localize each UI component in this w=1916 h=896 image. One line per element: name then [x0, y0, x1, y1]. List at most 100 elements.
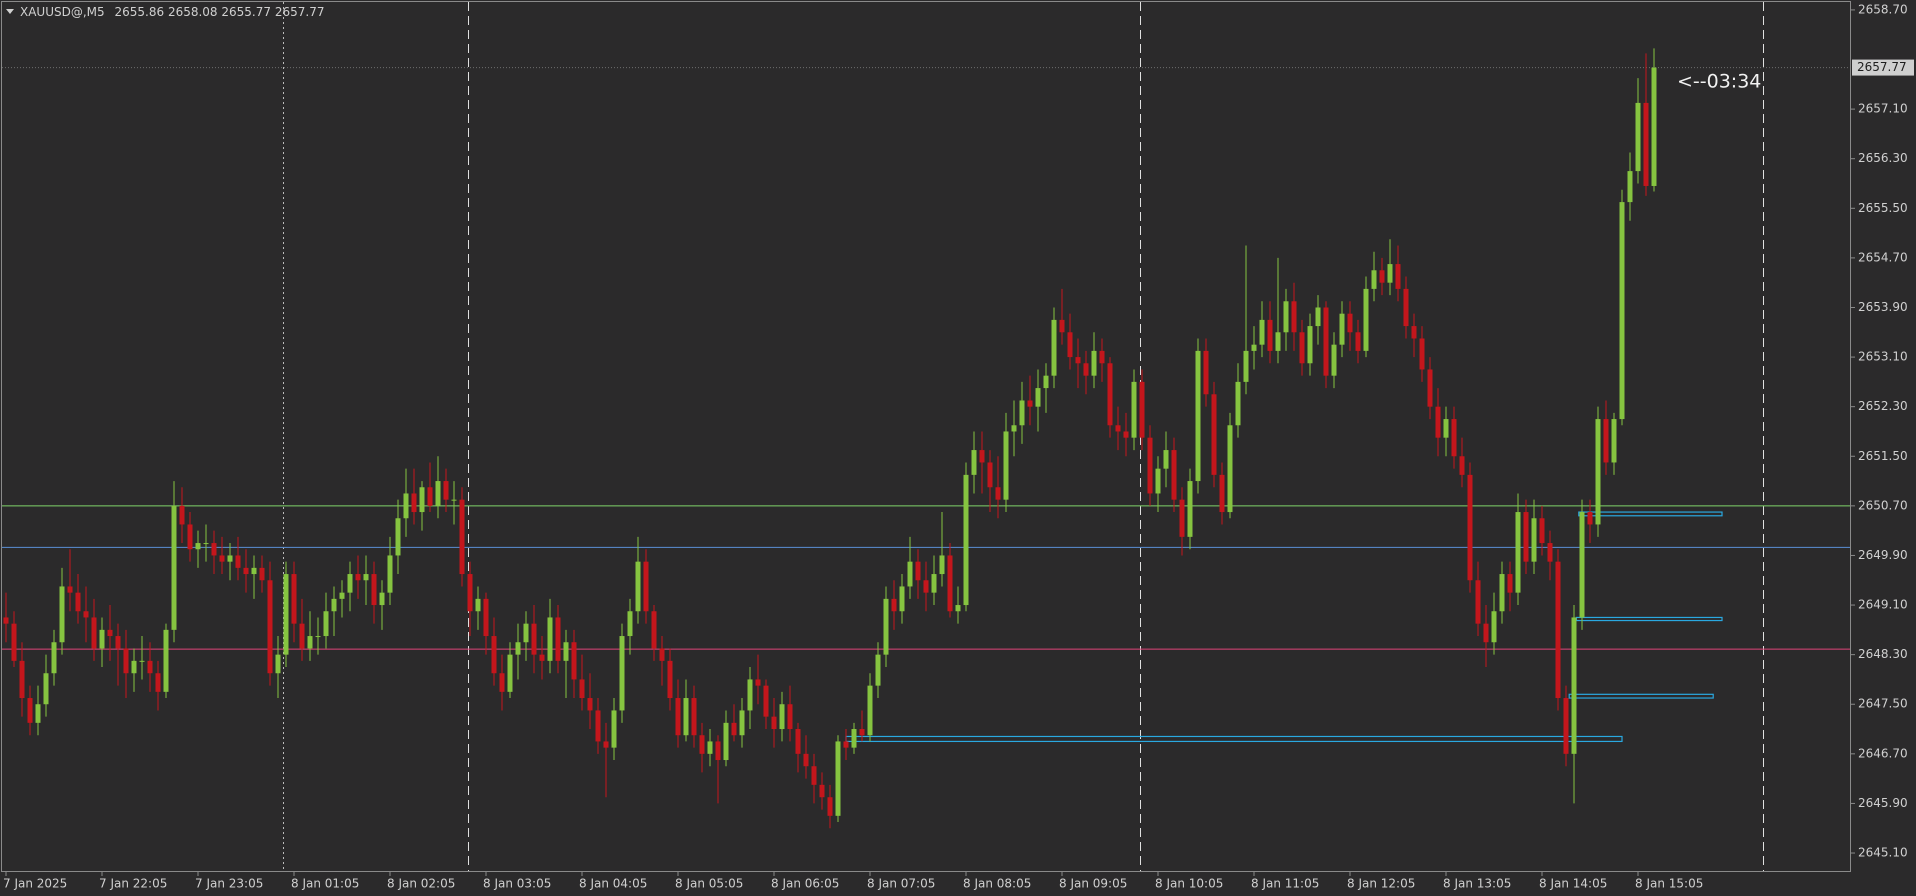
candle-body: [171, 505, 177, 630]
x-tick-label: 8 Jan 06:05: [771, 877, 839, 891]
candle-body: [1219, 474, 1225, 513]
candle-body: [115, 636, 121, 649]
candle-body: [91, 617, 97, 649]
candle-body: [219, 555, 225, 562]
x-tick-label: 8 Jan 14:05: [1539, 877, 1607, 891]
candle-body: [987, 462, 993, 488]
candle-body: [1323, 307, 1329, 376]
candle-body: [739, 710, 745, 736]
candle-body: [155, 673, 161, 692]
candle-body: [147, 660, 153, 674]
y-tick-label: 2653.10: [1858, 350, 1908, 364]
candle-body: [659, 648, 665, 661]
x-tick-label: 7 Jan 23:05: [195, 877, 263, 891]
candle-body: [1539, 518, 1545, 544]
candle-body: [483, 598, 489, 637]
high: 2658.08: [168, 5, 218, 19]
candle-body: [331, 598, 337, 612]
x-tick-label: 8 Jan 05:05: [675, 877, 743, 891]
candle-body: [915, 561, 921, 581]
candle-body: [283, 574, 289, 655]
candle-body: [499, 673, 505, 692]
symbol: XAUUSD@,M5: [20, 5, 105, 19]
candle-body: [1211, 394, 1217, 475]
candle-body: [107, 629, 113, 637]
candle-body: [323, 611, 329, 637]
candle-body: [803, 753, 809, 767]
candle-body: [195, 543, 201, 550]
candle-body: [1091, 350, 1097, 376]
candle-body: [187, 524, 193, 550]
candle-body: [211, 543, 217, 556]
candle-body: [347, 574, 353, 593]
candle-body: [315, 636, 321, 638]
candle-body: [1307, 326, 1313, 364]
candle-body: [163, 629, 169, 692]
candle-body: [1299, 332, 1305, 364]
x-tick-label: 8 Jan 07:05: [867, 877, 935, 891]
candle-body: [99, 629, 105, 649]
candle-body: [667, 660, 673, 699]
plot-frame: [1, 1, 1851, 872]
candle-body: [1499, 574, 1505, 612]
candle-body: [1379, 270, 1385, 283]
y-tick-label: 2651.50: [1858, 449, 1908, 463]
y-tick-label: 2653.90: [1858, 300, 1908, 314]
candle-body: [1331, 344, 1337, 376]
candle-body: [547, 617, 553, 661]
candle-body: [51, 642, 57, 674]
y-tick-label: 2656.30: [1858, 151, 1908, 165]
candle-body: [1587, 512, 1593, 525]
candle-body: [1003, 431, 1009, 500]
candle-body: [1651, 67, 1657, 186]
candle-body: [907, 561, 913, 587]
candle-body: [771, 716, 777, 730]
candle-body: [587, 698, 593, 711]
candle-body: [1067, 332, 1073, 358]
candle-body: [1435, 406, 1441, 438]
candle-body: [275, 654, 281, 674]
candle-body: [571, 642, 577, 680]
y-tick-label: 2646.70: [1858, 746, 1908, 760]
candle-body: [963, 474, 969, 606]
candle-body: [1443, 419, 1449, 438]
candle-body: [1083, 363, 1089, 376]
candle-body: [539, 654, 545, 661]
candle-body: [1419, 338, 1425, 370]
candle-body: [1603, 419, 1609, 463]
header: XAUUSD@,M5 2655.86 2658.08 2655.77 2657.…: [20, 5, 324, 19]
candle-body: [691, 698, 697, 736]
candle-body: [419, 487, 425, 513]
candle-body: [1243, 350, 1249, 382]
candle-body: [1619, 202, 1625, 420]
candle-body: [835, 741, 841, 816]
candle-body: [67, 586, 73, 593]
candle-body: [251, 567, 257, 575]
candle-body: [923, 580, 929, 593]
x-tick-label: 7 Jan 22:05: [99, 877, 167, 891]
candle-body: [715, 741, 721, 761]
candle-body: [1011, 425, 1017, 432]
candle-body: [1515, 512, 1521, 593]
zone: [1568, 693, 1714, 699]
candle-body: [1155, 468, 1161, 494]
y-tick-label: 2647.50: [1858, 697, 1908, 711]
x-tick-label: 8 Jan 11:05: [1251, 877, 1319, 891]
candle-body: [819, 784, 825, 798]
candle-body: [611, 710, 617, 748]
candle-body: [1611, 419, 1617, 463]
candle-body: [1267, 319, 1273, 351]
candle-body: [1387, 264, 1393, 283]
candle-body: [1627, 171, 1633, 203]
candle-body: [1115, 425, 1121, 432]
candle-body: [1579, 512, 1585, 618]
candle-body: [859, 729, 865, 736]
candle-body: [1123, 431, 1129, 438]
candle-body: [75, 592, 81, 612]
candle-body: [1483, 623, 1489, 643]
candle-body: [827, 797, 833, 816]
close: 2657.77: [275, 5, 325, 19]
candle-body: [267, 580, 273, 674]
candle-body: [475, 598, 481, 612]
